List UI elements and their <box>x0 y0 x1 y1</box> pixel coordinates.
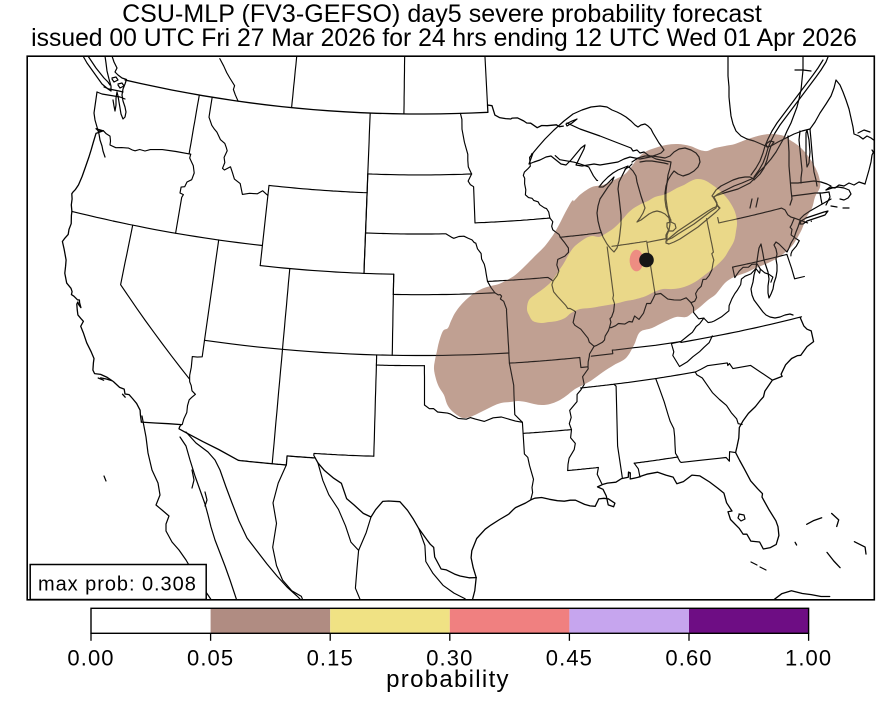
svg-text:0.60: 0.60 <box>665 646 712 671</box>
svg-text:max prob: 0.308: max prob: 0.308 <box>38 574 197 596</box>
svg-text:1.00: 1.00 <box>785 646 832 671</box>
svg-text:0.00: 0.00 <box>67 646 114 671</box>
svg-text:0.05: 0.05 <box>187 646 234 671</box>
svg-text:0.15: 0.15 <box>307 646 354 671</box>
svg-text:CSU-MLP (FV3-GEFSO) day5 sever: CSU-MLP (FV3-GEFSO) day5 severe probabil… <box>122 0 762 28</box>
svg-text:probability: probability <box>386 666 510 693</box>
svg-text:issued 00 UTC Fri 27 Mar 2026: issued 00 UTC Fri 27 Mar 2026 for 24 hrs… <box>31 25 857 52</box>
svg-text:0.30: 0.30 <box>426 646 473 671</box>
svg-text:0.45: 0.45 <box>546 646 593 671</box>
